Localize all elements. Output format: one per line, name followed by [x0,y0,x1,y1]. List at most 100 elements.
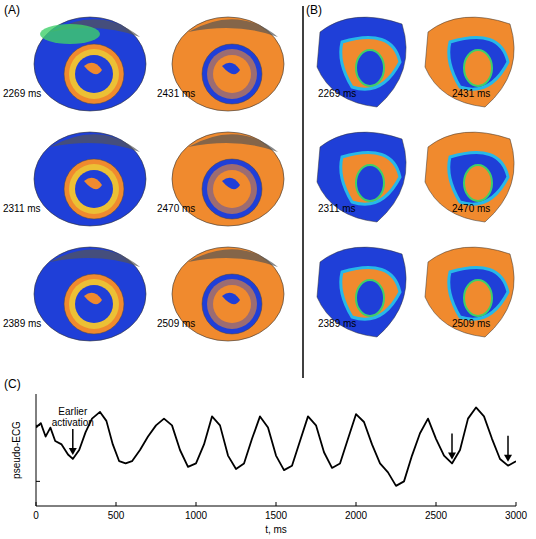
arrow-shaft [507,436,509,457]
lv-ring [64,44,124,104]
epicardium [317,247,406,337]
lv-front [69,49,119,99]
heart-view-b [317,132,406,222]
epicardium [425,17,514,107]
arrow-head [504,455,512,462]
atrial-base [188,19,278,37]
heart-view-b [317,17,406,107]
annotation-line: activation [52,417,94,428]
x-tick-label: 2500 [425,510,448,521]
frame-time: 2470 ms [452,203,490,214]
y-axis [36,394,37,506]
lv-cavity [75,170,113,208]
x-tick-label: 0 [33,510,39,521]
atrial-base [188,249,278,267]
frame-time: 2311 ms [318,203,356,214]
lv-ring [64,159,124,219]
heart-view-b [317,247,406,337]
frame-time: 2269 ms [3,88,41,99]
wave-core [356,165,384,201]
frame-time: 2509 ms [157,318,195,329]
lv-front [207,279,257,329]
x-tick-label: 1000 [185,510,208,521]
wave-core [464,280,492,316]
x-tick-label: 2000 [345,510,368,521]
wavefront [449,268,508,320]
atrial-base [50,134,140,152]
annotation: Earlieractivation [52,406,94,428]
spiral-core [84,293,102,304]
x-tick [436,502,437,506]
divider [302,6,304,378]
x-tick-label: 500 [108,510,125,521]
lv-front [207,49,257,99]
panel-label: (A) [4,3,20,17]
arrow-shaft [72,429,74,450]
wave-core [464,165,492,201]
wave-core [356,280,384,316]
lv-front [69,279,119,329]
panel-label: (C) [4,377,21,391]
wave-core [464,50,492,86]
frame-time: 2311 ms [3,203,41,214]
atrial-base [50,249,140,267]
panel-label: (B) [306,3,322,17]
arrow [448,433,456,459]
frame-time: 2431 ms [452,88,490,99]
arrow-head [448,452,456,459]
spiral-core [84,63,102,74]
spiral-core [84,178,102,189]
figure: (A) (B) 2269 ms 2431 ms 2311 ms 2470 ms 2389 m… [0,0,536,539]
arrow [504,436,512,462]
epicardium [425,132,514,222]
frame-time: 2470 ms [157,203,195,214]
heart-view-b [425,132,514,222]
spiral-core [222,63,240,74]
lv-ring [202,274,262,334]
lv-front [69,164,119,214]
x-axis-title: t, ms [265,524,287,535]
x-tick-label: 1500 [265,510,288,521]
heart-view-b [425,247,514,337]
lv-ring [64,274,124,334]
lv-cavity [213,55,251,93]
heart-view-a [34,247,146,341]
lv-cavity [213,170,251,208]
lv-cavity [75,55,113,93]
wavefront [341,268,400,320]
wave [40,24,100,44]
ventricle-wall [34,17,146,111]
x-tick [116,502,117,506]
x-tick [356,502,357,506]
frame-time: 2389 ms [318,318,356,329]
y-tick [36,481,40,482]
arrow-head [69,448,77,455]
ecg-line [36,407,516,485]
lv-cavity [75,285,113,323]
epicardium [317,17,406,107]
lv-ring [202,44,262,104]
y-axis-title: pseudo-ECG [11,421,22,479]
lv-ring [202,159,262,219]
wave-core [356,50,384,86]
heart-view-a [34,17,146,111]
wavefront [449,153,508,205]
frame-time: 2269 ms [318,88,356,99]
spiral-core [222,178,240,189]
lv-cavity [213,285,251,323]
heart-view-a [34,132,146,226]
wavefront [341,153,400,205]
ventricle-wall [34,247,146,341]
frame-time: 2509 ms [452,318,490,329]
lv-front [207,164,257,214]
spiral-core [222,293,240,304]
wavefront [449,38,508,90]
epicardium [425,247,514,337]
x-tick-label: 3000 [505,510,528,521]
frame-time: 2389 ms [3,318,41,329]
arrow [69,429,77,455]
frame-time: 2431 ms [157,88,195,99]
x-tick [516,502,517,506]
epicardium [317,132,406,222]
x-tick [196,502,197,506]
